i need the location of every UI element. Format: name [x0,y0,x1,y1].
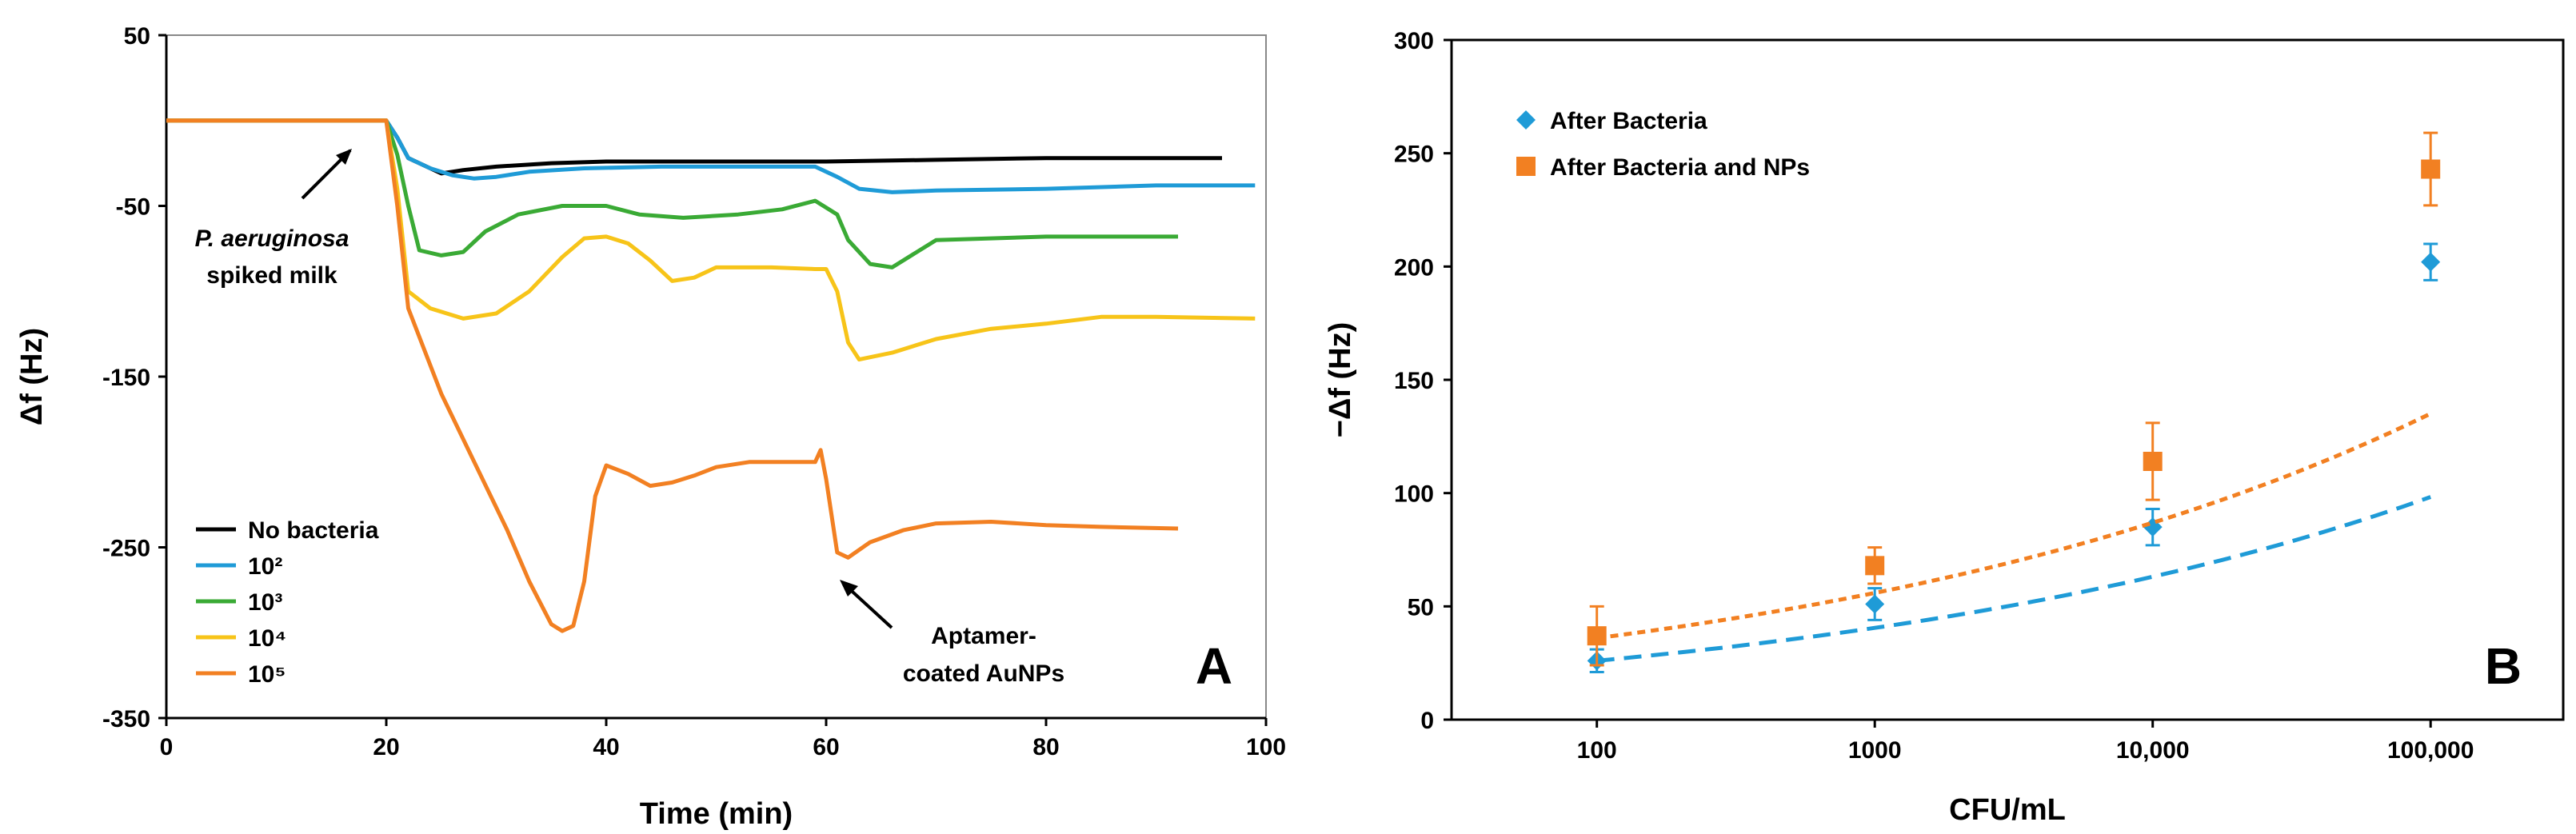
y-axis-label: −Δf (Hz) [1324,322,1357,437]
legend-label-3: 10⁴ [248,625,286,652]
series-line-3 [166,118,1256,362]
y-axis-label: Δf (Hz) [15,328,49,425]
legend-label-1: After Bacteria and NPs [1550,154,1810,181]
annotation-aunps-label: coated AuNPs [903,660,1064,687]
x-tick-label: 100 [1577,737,1617,764]
legend-label-2: 10³ [248,589,282,616]
series-line-4 [166,118,1179,633]
panel-letter-b: B [2485,637,2522,695]
annotation-spiked-milk-label: spiked milk [206,262,337,289]
legend-label-4: 10⁵ [248,661,286,688]
panel-letter-a: A [1196,637,1232,695]
annotation-arrowhead-1 [336,149,352,165]
y-tick-label: 300 [1394,28,1434,54]
x-tick-label: 60 [813,734,839,760]
y-tick-label: -250 [102,536,150,562]
annotation-aptamer-label: Aptamer- [931,623,1036,649]
y-tick-label: 100 [1394,481,1434,508]
y-tick-label: -350 [102,706,150,732]
legend-marker-0 [1516,110,1536,130]
fit-curve-1 [1596,412,2432,640]
x-tick-label: 40 [593,734,619,760]
x-axis-label: Time (min) [640,797,793,831]
plot-area-frame [1450,38,2565,721]
y-tick-label: 200 [1394,254,1434,281]
annotation-pathogen-label: P. aeruginosa [195,225,349,252]
data-point-0-3 [2421,252,2441,272]
x-tick-label: 100,000 [2387,737,2474,764]
y-tick-label: 50 [124,23,150,50]
x-tick-label: 10,000 [2116,737,2190,764]
x-tick-label: 100 [1246,734,1286,760]
x-tick-label: 1000 [1848,737,1902,764]
data-point-1-1 [1865,556,1885,576]
series-line-1 [166,118,1256,194]
panel-b-chart: 0 50 100 150 200 250 300 100 1000 10,000 100,000 CF… [1324,28,2565,827]
legend-label-1: 10² [248,553,282,580]
legend-label-0: After Bacteria [1550,108,1707,134]
series-line-2 [166,118,1178,269]
data-point-0-1 [1865,594,1885,614]
x-tick-label: 20 [373,734,399,760]
legend-label-0: No bacteria [248,517,379,544]
y-tick-label: 250 [1394,142,1434,168]
y-tick-label: -150 [102,365,150,391]
annotation-arrowhead-2 [840,580,858,597]
y-tick-label: 50 [1408,594,1434,621]
data-point-1-3 [2421,159,2441,179]
x-tick-label: 0 [160,734,174,760]
panel-a-chart: 0 20 40 60 80 100 50 -50 -150 -250 -350 Time (min) Δ… [15,23,1286,831]
x-axis-label: CFU/mL [1949,793,2066,827]
legend-marker-1 [1516,157,1536,176]
y-tick-label: 0 [1420,708,1434,734]
fit-curve-0 [1596,495,2432,663]
data-point-1-2 [2143,452,2163,471]
x-tick-label: 80 [1032,734,1059,760]
plot-area-frame [166,34,1267,719]
y-tick-label: 150 [1394,368,1434,394]
data-point-1-0 [1587,626,1607,646]
y-tick-label: -50 [116,194,150,221]
